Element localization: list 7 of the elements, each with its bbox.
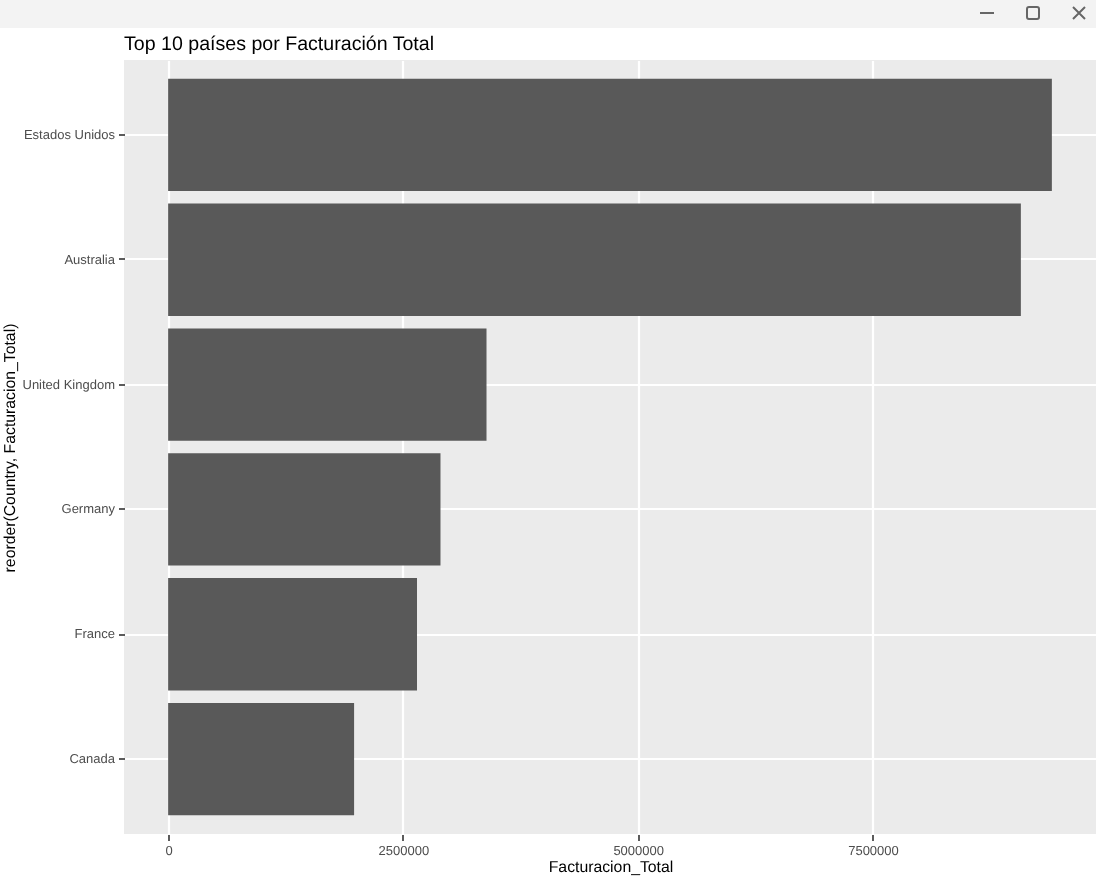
chart-title: Top 10 países por Facturación Total [124,34,435,57]
bar [168,78,1052,192]
bar [168,203,1021,316]
bar [168,578,418,691]
bar [168,453,441,566]
bar [168,702,355,816]
bar [168,328,487,441]
